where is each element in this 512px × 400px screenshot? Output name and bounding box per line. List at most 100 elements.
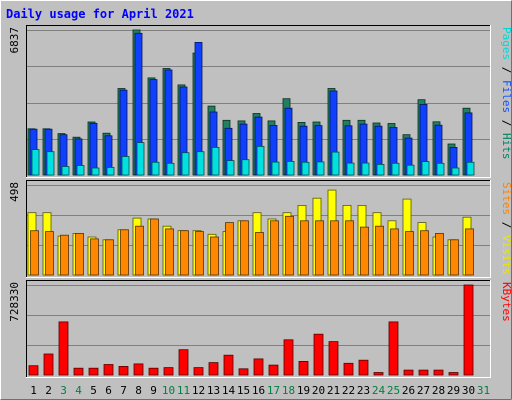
bar-pages-day-5 bbox=[91, 167, 100, 176]
bar-kbytes-day-8 bbox=[133, 363, 144, 376]
day-label-13: 13 bbox=[207, 384, 220, 397]
chart-panels: 6837 Pages / Files / Hits 498 Sites / Visit… bbox=[8, 25, 512, 378]
bar-kbytes-day-11 bbox=[178, 349, 189, 376]
bar-pages-day-11 bbox=[181, 152, 190, 176]
bar-sites-day-1 bbox=[30, 230, 39, 276]
bar-sites-day-18 bbox=[285, 215, 294, 276]
series-sites bbox=[30, 215, 474, 276]
traffic-legend: Pages / Files / Hits bbox=[500, 27, 512, 160]
bar-kbytes-day-30 bbox=[463, 284, 474, 376]
bar-pages-day-30 bbox=[466, 161, 475, 176]
bar-sites-day-25 bbox=[390, 228, 399, 276]
day-label-22: 22 bbox=[342, 384, 355, 397]
bar-files-day-9 bbox=[149, 79, 158, 176]
day-label-19: 19 bbox=[297, 384, 310, 397]
bar-pages-day-26 bbox=[406, 164, 415, 176]
visits-legend: Sites / Visits bbox=[500, 182, 512, 275]
bar-files-day-5 bbox=[89, 122, 98, 176]
day-label-27: 27 bbox=[417, 384, 430, 397]
series-kbytes bbox=[28, 284, 474, 376]
day-label-15: 15 bbox=[237, 384, 250, 397]
bar-pages-day-9 bbox=[151, 161, 160, 176]
bar-kbytes-day-18 bbox=[283, 339, 294, 376]
bar-sites-day-22 bbox=[345, 220, 354, 276]
traffic-ymax-label: 6837 bbox=[8, 27, 21, 54]
day-label-8: 8 bbox=[135, 384, 142, 397]
bar-sites-day-9 bbox=[150, 218, 159, 276]
kbytes-legend-item-0: KBytes bbox=[500, 282, 512, 322]
day-label-20: 20 bbox=[312, 384, 325, 397]
bar-kbytes-day-9 bbox=[148, 367, 159, 376]
visits-legend-item-2: Visits bbox=[500, 235, 512, 275]
day-label-16: 16 bbox=[252, 384, 265, 397]
bar-pages-day-15 bbox=[241, 159, 250, 176]
visits-legend-item-0: Sites bbox=[500, 182, 512, 215]
traffic-legend-item-1: / bbox=[500, 60, 512, 80]
day-label-10: 10 bbox=[162, 384, 175, 397]
bar-pages-day-13 bbox=[211, 146, 220, 176]
chart-title: Daily usage for April 2021 bbox=[6, 7, 194, 21]
bar-pages-day-25 bbox=[391, 162, 400, 176]
bar-kbytes-day-29 bbox=[448, 372, 459, 376]
bar-pages-day-3 bbox=[61, 166, 70, 176]
day-label-3: 3 bbox=[60, 384, 67, 397]
day-label-30: 30 bbox=[462, 384, 475, 397]
day-label-2: 2 bbox=[45, 384, 52, 397]
bar-pages-day-2 bbox=[46, 151, 55, 176]
bar-pages-day-28 bbox=[436, 162, 445, 176]
bar-sites-day-7 bbox=[120, 229, 129, 276]
bar-pages-day-23 bbox=[361, 162, 370, 176]
day-label-6: 6 bbox=[105, 384, 112, 397]
bar-sites-day-24 bbox=[375, 225, 384, 276]
bar-pages-day-27 bbox=[421, 161, 430, 176]
bar-kbytes-day-12 bbox=[193, 367, 204, 376]
visits-legend-item-1: / bbox=[500, 215, 512, 235]
day-label-24: 24 bbox=[372, 384, 386, 397]
bar-kbytes-day-27 bbox=[418, 369, 429, 376]
bar-pages-day-22 bbox=[346, 162, 355, 176]
bar-kbytes-day-22 bbox=[343, 362, 354, 376]
kbytes-ymax-label: 728330 bbox=[8, 282, 21, 322]
bar-sites-day-11 bbox=[180, 230, 189, 276]
series-pages bbox=[31, 142, 475, 176]
panel-traffic: 6837 Pages / Files / Hits bbox=[8, 25, 512, 178]
bar-kbytes-day-24 bbox=[373, 372, 384, 376]
bar-sites-day-21 bbox=[330, 220, 339, 276]
bar-kbytes-day-7 bbox=[118, 365, 129, 376]
bar-kbytes-day-13 bbox=[208, 362, 219, 376]
bar-pages-day-6 bbox=[106, 166, 115, 176]
bar-kbytes-day-14 bbox=[223, 354, 234, 376]
day-label-7: 7 bbox=[120, 384, 127, 397]
bar-sites-day-3 bbox=[60, 234, 69, 276]
bar-kbytes-day-20 bbox=[313, 333, 324, 376]
bar-sites-day-26 bbox=[405, 231, 414, 276]
bar-sites-day-19 bbox=[300, 220, 309, 276]
day-label-12: 12 bbox=[192, 384, 205, 397]
bar-sites-day-15 bbox=[240, 220, 249, 276]
bar-kbytes-day-19 bbox=[298, 360, 309, 376]
bar-pages-day-4 bbox=[76, 165, 85, 176]
traffic-legend-item-2: Files bbox=[500, 80, 512, 113]
bar-kbytes-day-6 bbox=[103, 364, 114, 376]
bar-pages-day-18 bbox=[286, 160, 295, 176]
bar-sites-day-12 bbox=[195, 231, 204, 276]
visits-ymax-label: 498 bbox=[8, 182, 21, 202]
bar-pages-day-8 bbox=[136, 142, 145, 176]
bar-kbytes-day-4 bbox=[73, 367, 84, 376]
bar-sites-day-30 bbox=[465, 228, 474, 276]
bar-kbytes-day-2 bbox=[43, 353, 54, 376]
bar-sites-day-16 bbox=[255, 232, 264, 276]
bar-pages-day-10 bbox=[166, 162, 175, 176]
bar-sites-day-4 bbox=[75, 232, 84, 276]
bar-kbytes-day-15 bbox=[238, 368, 249, 376]
bar-pages-day-14 bbox=[226, 160, 235, 176]
day-label-28: 28 bbox=[432, 384, 445, 397]
series-files bbox=[29, 32, 473, 176]
panel-visits: 498 Sites / Visits bbox=[8, 180, 512, 278]
traffic-legend-item-0: Pages bbox=[500, 27, 512, 60]
bar-pages-day-16 bbox=[256, 145, 265, 176]
kbytes-legend: KBytes bbox=[500, 282, 512, 322]
bar-files-day-10 bbox=[164, 69, 173, 176]
bar-sites-day-23 bbox=[360, 226, 369, 276]
bar-kbytes-day-1 bbox=[28, 365, 39, 376]
